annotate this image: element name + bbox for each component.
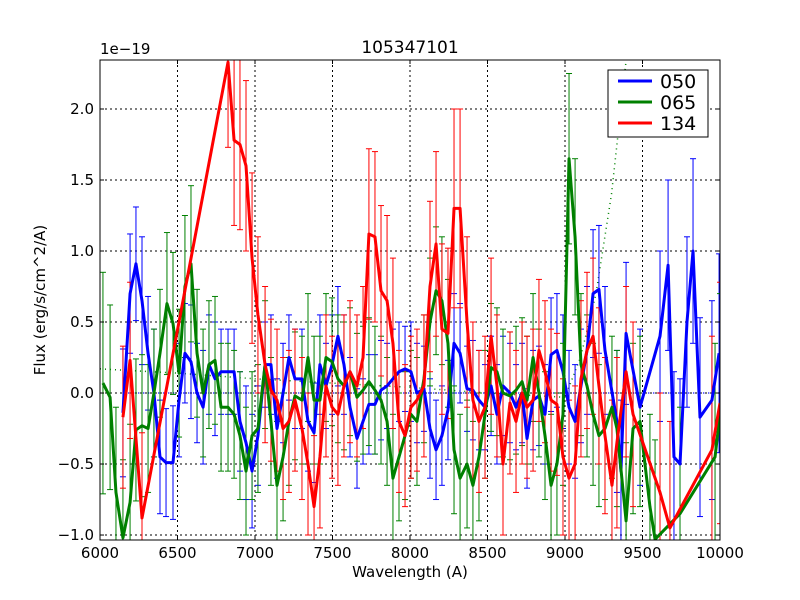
y-tick-label: 2.0 (70, 100, 94, 118)
chart-title: 105347101 (361, 38, 458, 58)
y-tick-label: −1.0 (58, 526, 94, 544)
series-line-134 (121, 60, 720, 530)
y-tick-label: 1.0 (70, 242, 94, 260)
legend-label-134: 134 (660, 113, 696, 135)
y-tick-label: 0.5 (70, 313, 94, 331)
x-tick-label: 9500 (623, 544, 661, 562)
x-axis-label: Wavelength (A) (352, 563, 468, 581)
series-line-065 (101, 157, 720, 540)
x-tick-label: 7000 (236, 544, 274, 562)
y-tick-label: −0.5 (58, 455, 94, 473)
y-axis-label: Flux (erg/s/cm^2/A) (31, 225, 49, 376)
ticks: 6000 6500 7000 7500 8000 8500 9000 9500 10000 −1.… (58, 60, 744, 562)
x-tick-label: 8000 (391, 544, 429, 562)
x-tick-label: 7500 (313, 544, 351, 562)
legend-label-065: 065 (660, 92, 696, 114)
y-tick-label: 1.5 (70, 171, 94, 189)
plot-area (100, 60, 720, 540)
x-tick-label: 6000 (81, 544, 119, 562)
x-tick-label: 6500 (158, 544, 196, 562)
x-tick-label: 10000 (696, 544, 744, 562)
y-tick-label: 0.0 (70, 384, 94, 402)
legend-label-050: 050 (660, 71, 696, 93)
x-tick-label: 9000 (546, 544, 584, 562)
x-tick-label: 8500 (468, 544, 506, 562)
y-offset-label: 1e−19 (100, 40, 150, 58)
